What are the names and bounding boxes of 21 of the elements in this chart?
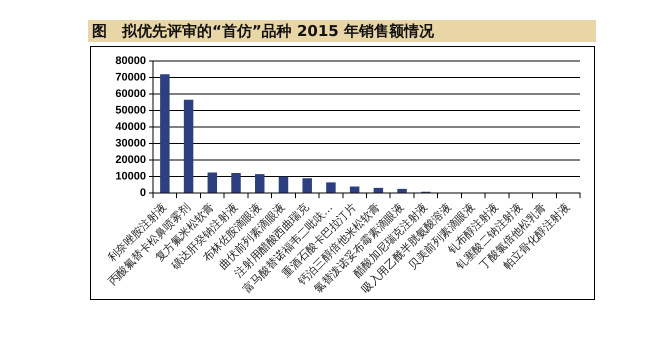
y-tick-label: 50000 xyxy=(115,104,146,117)
bar xyxy=(326,182,336,193)
bar xyxy=(160,74,170,193)
bar xyxy=(184,100,194,193)
bar xyxy=(397,188,407,193)
bar xyxy=(208,172,218,193)
bar xyxy=(374,188,384,193)
bar xyxy=(255,174,264,193)
bar xyxy=(302,178,312,193)
bar xyxy=(231,172,241,193)
y-tick-label: 30000 xyxy=(115,138,146,150)
y-tick-label: 80000 xyxy=(115,55,146,68)
y-tick-label: 40000 xyxy=(115,121,146,134)
bar xyxy=(350,186,360,193)
y-tick-label: 60000 xyxy=(115,88,146,100)
chart-title: 图 拟优先评审的“首仿”品种 2015 年销售额情况 xyxy=(88,20,596,42)
y-tick-label: 0 xyxy=(140,187,146,200)
bar xyxy=(278,176,288,193)
y-tick-label: 20000 xyxy=(115,154,146,166)
y-tick-label: 10000 xyxy=(115,170,146,183)
y-tick-label: 70000 xyxy=(115,72,146,84)
